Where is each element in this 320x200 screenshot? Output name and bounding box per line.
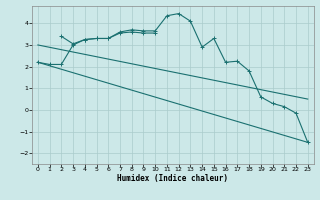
X-axis label: Humidex (Indice chaleur): Humidex (Indice chaleur) <box>117 174 228 183</box>
